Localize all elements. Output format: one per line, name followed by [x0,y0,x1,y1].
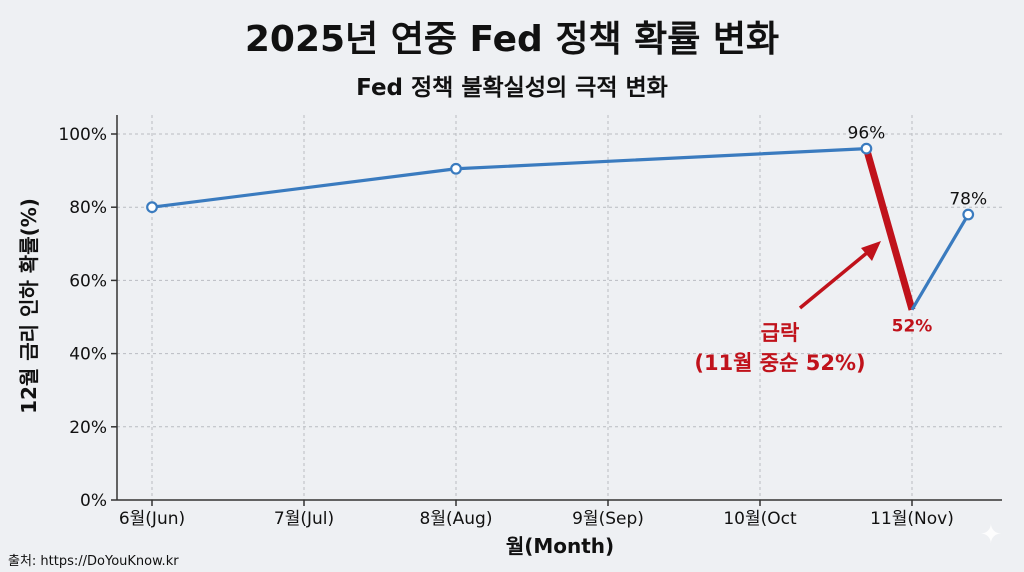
data-labels: 96% 52% 78% [848,124,988,337]
y-tick-labels: 0% 20% 40% 60% 80% 100% [58,125,117,511]
series-line-segment [151,147,867,209]
x-tick-label: 9월(Sep) [572,509,644,529]
data-label: 52% [892,317,933,337]
x-tick-labels: 6월(Jun) 7월(Jul) 8월(Aug) 9월(Sep) 10월(Oct 11월(N… [119,500,954,529]
y-tick-label: 100% [58,125,107,145]
y-axis-title: 12월 금리 인하 확률(%) [17,198,41,414]
data-point [450,162,462,175]
data-point [860,142,873,155]
x-tick-label: 8월(Aug) [420,509,493,529]
x-tick-label: 11월(Nov) [870,509,954,529]
chart-title: 2025년 연중 Fed 정책 확률 변화 [244,19,780,60]
annotation-line-1: 급락 [761,321,800,345]
annotation-arrow-shaft [798,250,870,310]
series-line [151,147,970,311]
data-point [146,201,158,214]
y-tick-label: 60% [69,271,107,291]
data-point [962,208,975,221]
drop-segment [863,147,916,311]
data-markers [146,142,975,221]
annotation-line-2: (11월 중순 52%) [694,351,865,375]
y-tick-label: 20% [69,418,107,438]
axes [116,115,1002,501]
annotation-arrow-head [861,241,881,261]
sparkle-icon: ✦ [980,520,1002,550]
chart-subtitle: Fed 정책 불확실성의 극적 변화 [356,75,668,101]
x-axis-title: 월(Month) [506,534,614,558]
y-tick-label: 80% [69,198,107,218]
annotation-arrow [798,241,881,310]
y-tick-label: 40% [69,345,107,365]
y-tick-label: 0% [80,491,107,511]
x-tick-label: 7월(Jul) [274,509,334,529]
source-caption: 출처: https://DoYouKnow.kr [8,554,179,569]
series-line-segment [910,213,970,311]
data-label: 96% [848,124,886,144]
data-label: 78% [949,190,987,210]
x-tick-label: 10월(Oct [723,509,797,529]
grid-lines [117,115,1002,500]
x-tick-label: 6월(Jun) [119,509,185,529]
